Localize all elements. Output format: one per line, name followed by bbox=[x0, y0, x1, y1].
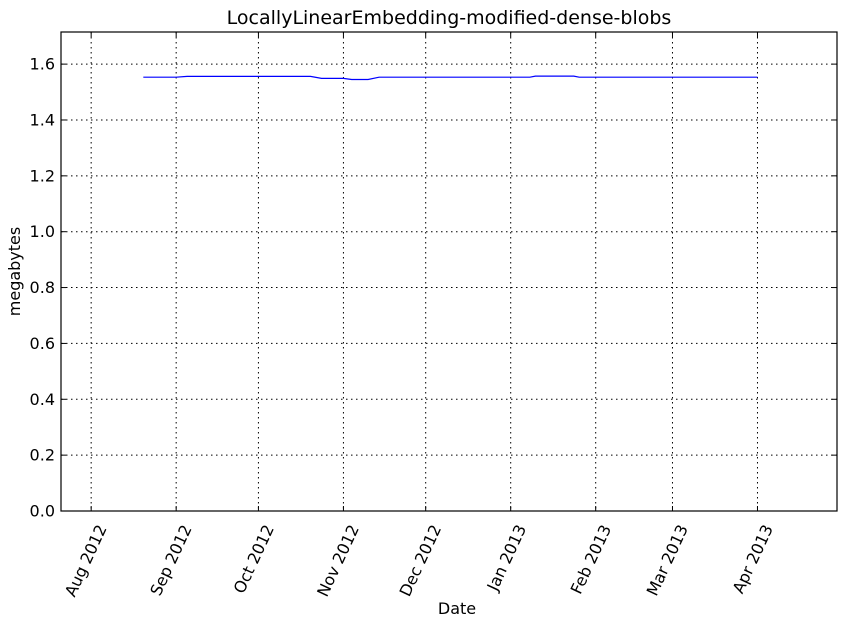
series-layer bbox=[143, 75, 758, 81]
series-line bbox=[143, 75, 758, 81]
plot-frame bbox=[60, 31, 838, 512]
y-tick-label: 0.4 bbox=[30, 390, 55, 409]
y-tick-label: 1.6 bbox=[30, 55, 55, 74]
y-axis-label: megabytes bbox=[5, 227, 24, 316]
chart-title: LocallyLinearEmbedding-modified-dense-bl… bbox=[227, 7, 672, 29]
y-tick-label: 0.2 bbox=[30, 446, 55, 465]
x-axis-label: Date bbox=[438, 599, 476, 618]
y-tick-label: 0.8 bbox=[30, 278, 55, 297]
y-tick-label: 1.4 bbox=[30, 110, 55, 129]
y-tick-labels: 0.0 0.2 0.4 0.6 0.8 1.0 1.2 1.4 1.6 bbox=[30, 55, 55, 521]
y-tick-label: 0.6 bbox=[30, 334, 55, 353]
y-tick-label: 1.0 bbox=[30, 222, 55, 241]
ticks bbox=[61, 32, 837, 512]
y-tick-label: 0.0 bbox=[30, 502, 55, 521]
y-tick-label: 1.2 bbox=[30, 166, 55, 185]
